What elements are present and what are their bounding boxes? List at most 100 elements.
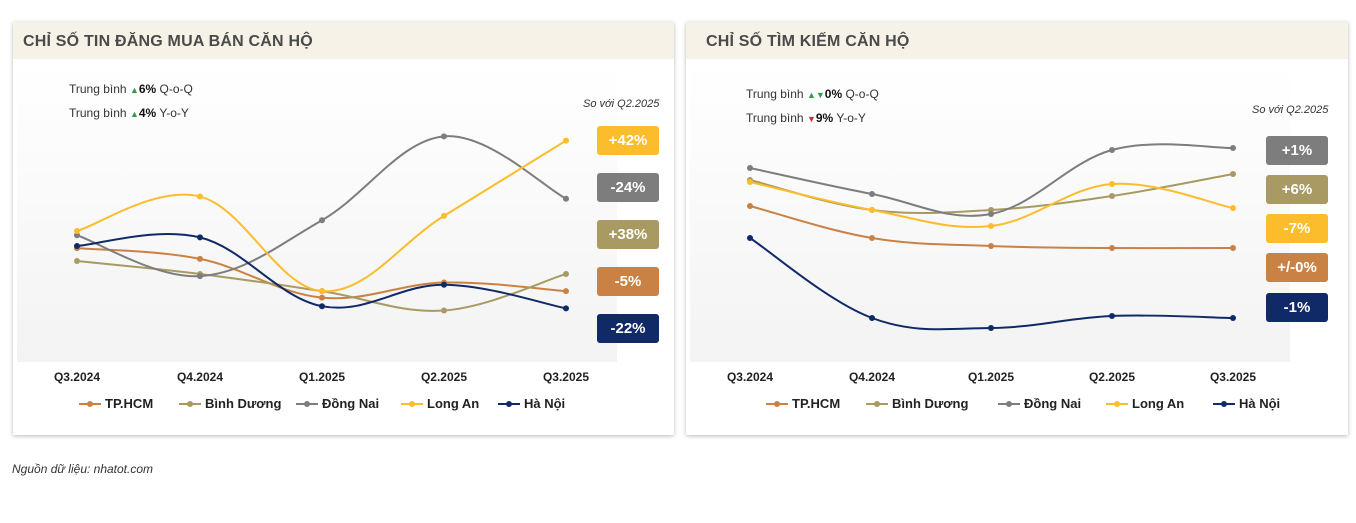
chart-legend: TP.HCM Bình Dương Đồng Nai Long An Hà Nội: [13, 396, 674, 412]
data-point-tphcm-2: [988, 243, 994, 249]
data-point-binhduong-4: [563, 270, 569, 277]
data-point-longan-1: [869, 207, 875, 213]
data-point-dongnai-3: [1109, 147, 1115, 153]
data-point-longan-3: [1109, 181, 1115, 187]
avg-yoy-suffix: Y-o-Y: [159, 106, 189, 120]
data-point-dongnai-2: [988, 211, 994, 217]
data-point-binhduong-0: [74, 258, 80, 265]
data-point-dongnai-0: [747, 165, 753, 171]
x-tick-label: Q2.2025: [1089, 370, 1135, 384]
line-chart-listings: Q3.2024 Q4.2024 Q1.2025 Q2.2025 Q3.2025: [54, 133, 589, 384]
data-point-longan-0: [747, 179, 753, 185]
data-point-dongnai-2: [319, 217, 325, 224]
legend-label: Bình Dương: [205, 396, 282, 411]
badge-hanoi: -1%: [1266, 293, 1328, 322]
x-tick-label: Q1.2025: [968, 370, 1014, 384]
data-point-hanoi-2: [319, 303, 325, 310]
x-tick-label: Q1.2025: [299, 370, 345, 384]
data-point-tphcm-0: [747, 203, 753, 209]
legend-swatch-icon: [1106, 401, 1128, 407]
data-point-hanoi-0: [74, 243, 80, 249]
legend-label: Hà Nội: [1239, 396, 1281, 411]
badge-binhduong: +38%: [597, 220, 659, 249]
chart-legend: TP.HCM Bình Dương Đồng Nai Long An Hà Nội: [686, 396, 1348, 412]
data-point-longan-4: [563, 137, 569, 144]
legend-swatch-icon: [1213, 401, 1235, 407]
legend-swatch-icon: [296, 401, 318, 407]
avg-qoq-suffix: Q-o-Q: [845, 87, 879, 101]
panel-title: CHỈ SỐ TIN ĐĂNG MUA BÁN CĂN HỘ: [23, 33, 313, 50]
x-tick-label: Q4.2024: [177, 370, 223, 384]
legend-label: TP.HCM: [792, 396, 841, 411]
data-point-hanoi-4: [1230, 315, 1236, 321]
panel-header: CHỈ SỐ TIN ĐĂNG MUA BÁN CĂN HỘ: [13, 22, 674, 59]
source-note: Nguồn dữ liệu: nhatot.com: [12, 462, 154, 476]
data-point-hanoi-1: [197, 234, 203, 241]
legend-swatch-icon: [998, 401, 1020, 407]
data-point-dongnai-4: [563, 195, 569, 202]
panel-header: CHỈ SỐ TÌM KIẾM CĂN HỘ: [686, 22, 1348, 59]
badge-tphcm: -5%: [597, 267, 659, 296]
badge-dongnai: +1%: [1266, 136, 1328, 165]
up-arrow-icon: ▲: [129, 109, 139, 119]
legend-swatch-icon: [498, 401, 520, 407]
data-point-longan-3: [441, 212, 447, 219]
data-point-longan-1: [197, 193, 203, 200]
data-point-tphcm-4: [563, 288, 569, 295]
legend-swatch-icon: [79, 401, 101, 407]
data-point-dongnai-1: [197, 273, 203, 280]
data-point-dongnai-4: [1230, 145, 1236, 151]
avg-yoy-label: Trung bình: [69, 106, 127, 120]
badge-dongnai: -24%: [597, 173, 659, 202]
avg-yoy-label: Trung bình: [746, 111, 804, 125]
badge-hanoi: -22%: [597, 314, 659, 343]
legend-label: Long An: [1132, 396, 1185, 411]
chart-panel-listings: CHỈ SỐ TIN ĐĂNG MUA BÁN CĂN HỘ Trung bìn…: [13, 22, 674, 435]
data-point-binhduong-3: [441, 307, 447, 314]
data-point-tphcm-1: [197, 255, 203, 262]
avg-yoy: Trung bình ▲4% Y-o-Y: [69, 106, 189, 120]
data-point-longan-0: [74, 227, 80, 234]
avg-qoq-suffix: Q-o-Q: [159, 82, 193, 96]
line-chart-searches: Q3.2024 Q4.2024 Q1.2025 Q2.2025 Q3.2025: [727, 143, 1256, 384]
data-point-binhduong-3: [1109, 193, 1115, 199]
data-point-hanoi-2: [988, 325, 994, 331]
avg-qoq: Trung bình ▲▼0% Q-o-Q: [746, 87, 879, 101]
comparison-note: So với Q2.2025: [583, 98, 660, 110]
legend-swatch-icon: [179, 401, 201, 407]
x-tick-label: Q3.2024: [54, 370, 100, 384]
x-tick-label: Q4.2024: [849, 370, 895, 384]
legend-label: Hà Nội: [524, 396, 566, 411]
data-point-dongnai-1: [869, 191, 875, 197]
series-line-hanoi: [749, 237, 1234, 331]
down-arrow-icon: ▼: [806, 114, 816, 124]
legend-swatch-icon: [866, 401, 888, 407]
data-point-longan-2: [988, 223, 994, 229]
x-tick-label: Q3.2025: [1210, 370, 1256, 384]
data-point-dongnai-0: [74, 232, 80, 239]
avg-yoy-suffix: Y-o-Y: [836, 111, 866, 125]
data-point-dongnai-3: [441, 133, 447, 140]
up-arrow-icon: ▲: [129, 85, 139, 95]
data-point-hanoi-0: [747, 235, 753, 241]
avg-qoq-value: 0%: [824, 87, 843, 101]
data-point-tphcm-4: [1230, 245, 1236, 251]
data-point-hanoi-1: [869, 315, 875, 321]
up-down-arrow-icon: ▲▼: [806, 90, 825, 100]
plot-area: [17, 62, 617, 362]
data-point-binhduong-4: [1230, 171, 1236, 177]
avg-yoy-value: 4%: [138, 106, 157, 120]
series-line-dongnai: [749, 143, 1234, 217]
legend-label: Đồng Nai: [1024, 396, 1082, 411]
badge-tphcm: +/-0%: [1266, 253, 1328, 282]
data-point-longan-4: [1230, 205, 1236, 211]
avg-yoy-value: 9%: [815, 111, 834, 125]
data-point-tphcm-2: [319, 294, 325, 301]
data-point-hanoi-3: [1109, 313, 1115, 319]
legend-label: Đồng Nai: [322, 396, 380, 411]
x-tick-label: Q3.2025: [543, 370, 589, 384]
series-line-dongnai: [76, 135, 567, 278]
x-tick-label: Q2.2025: [421, 370, 467, 384]
avg-qoq-label: Trung bình: [746, 87, 804, 101]
avg-qoq: Trung bình ▲6% Q-o-Q: [69, 82, 193, 96]
